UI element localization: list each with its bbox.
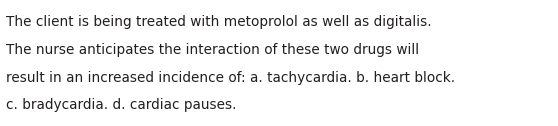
Text: c. bradycardia. d. cardiac pauses.: c. bradycardia. d. cardiac pauses. (6, 98, 236, 112)
Text: result in an increased incidence of: a. tachycardia. b. heart block.: result in an increased incidence of: a. … (6, 71, 455, 85)
Text: The nurse anticipates the interaction of these two drugs will: The nurse anticipates the interaction of… (6, 43, 418, 57)
Text: The client is being treated with metoprolol as well as digitalis.: The client is being treated with metopro… (6, 15, 431, 29)
